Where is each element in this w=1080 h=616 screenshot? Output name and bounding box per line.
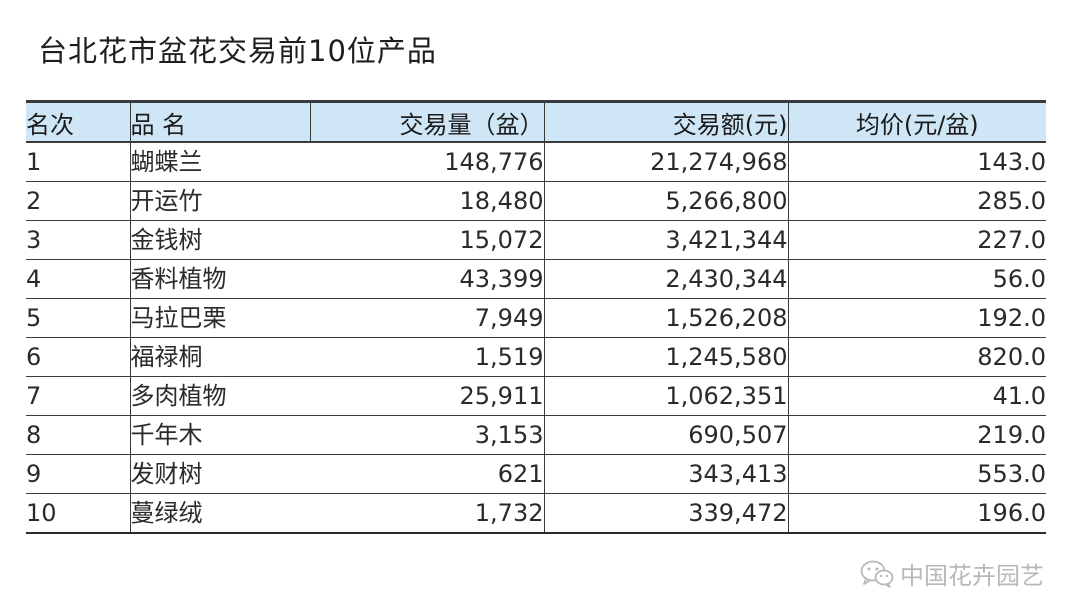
cell-rank: 2	[26, 181, 130, 221]
cell-amount: 339,472	[543, 493, 788, 534]
table-header-row: 名次 品 名 交易量（盆） 交易额(元) 均价(元/盆)	[26, 100, 1046, 143]
cell-name: 福禄桐	[129, 337, 310, 377]
cell-avg-price: 553.0	[787, 454, 1046, 494]
cell-volume: 43,399	[310, 259, 544, 299]
table-body: 1 蝴蝶兰 148,776 21,274,968 143.0 2 开运竹 18,…	[26, 142, 1046, 534]
table-row: 2 开运竹 18,480 5,266,800 285.0	[26, 181, 1046, 221]
cell-amount: 1,245,580	[543, 337, 788, 377]
table-row: 4 香料植物 43,399 2,430,344 56.0	[26, 259, 1046, 299]
cell-rank: 3	[26, 220, 130, 260]
cell-rank: 9	[26, 454, 130, 494]
table-row: 9 发财树 621 343,413 553.0	[26, 454, 1046, 494]
table-row: 10 蔓绿绒 1,732 339,472 196.0	[26, 493, 1046, 534]
header-amount: 交易额(元)	[543, 100, 788, 143]
cell-amount: 2,430,344	[543, 259, 788, 299]
cell-rank: 7	[26, 376, 130, 416]
table-row: 8 千年木 3,153 690,507 219.0	[26, 415, 1046, 455]
cell-volume: 148,776	[310, 142, 544, 182]
cell-amount: 21,274,968	[543, 142, 788, 182]
page-title: 台北花市盆花交易前10位产品	[38, 34, 437, 68]
cell-amount: 1,062,351	[543, 376, 788, 416]
cell-volume: 1,732	[310, 493, 544, 534]
header-name: 品 名	[129, 100, 310, 143]
cell-name: 马拉巴栗	[129, 298, 310, 338]
cell-rank: 10	[26, 493, 130, 534]
cell-amount: 690,507	[543, 415, 788, 455]
cell-volume: 3,153	[310, 415, 544, 455]
cell-volume: 1,519	[310, 337, 544, 377]
cell-amount: 1,526,208	[543, 298, 788, 338]
cell-name: 发财树	[129, 454, 310, 494]
cell-rank: 8	[26, 415, 130, 455]
cell-rank: 6	[26, 337, 130, 377]
table-row: 7 多肉植物 25,911 1,062,351 41.0	[26, 376, 1046, 416]
cell-avg-price: 41.0	[787, 376, 1046, 416]
cell-name: 金钱树	[129, 220, 310, 260]
table-row: 6 福禄桐 1,519 1,245,580 820.0	[26, 337, 1046, 377]
cell-name: 千年木	[129, 415, 310, 455]
trade-table: 名次 品 名 交易量（盆） 交易额(元) 均价(元/盆) 1 蝴蝶兰 148,7…	[26, 100, 1046, 534]
cell-name: 蔓绿绒	[129, 493, 310, 534]
cell-name: 开运竹	[129, 181, 310, 221]
cell-avg-price: 192.0	[787, 298, 1046, 338]
wechat-icon	[860, 560, 894, 588]
cell-volume: 621	[310, 454, 544, 494]
cell-avg-price: 219.0	[787, 415, 1046, 455]
cell-avg-price: 56.0	[787, 259, 1046, 299]
cell-amount: 343,413	[543, 454, 788, 494]
cell-amount: 3,421,344	[543, 220, 788, 260]
cell-avg-price: 227.0	[787, 220, 1046, 260]
header-avg-price: 均价(元/盆)	[787, 100, 1046, 143]
cell-rank: 5	[26, 298, 130, 338]
table-row: 3 金钱树 15,072 3,421,344 227.0	[26, 220, 1046, 260]
cell-name: 香料植物	[129, 259, 310, 299]
cell-rank: 1	[26, 142, 130, 182]
cell-volume: 18,480	[310, 181, 544, 221]
cell-avg-price: 820.0	[787, 337, 1046, 377]
cell-volume: 25,911	[310, 376, 544, 416]
cell-avg-price: 143.0	[787, 142, 1046, 182]
cell-volume: 15,072	[310, 220, 544, 260]
watermark: 中国花卉园艺	[860, 556, 1044, 591]
cell-avg-price: 196.0	[787, 493, 1046, 534]
cell-avg-price: 285.0	[787, 181, 1046, 221]
table-row: 5 马拉巴栗 7,949 1,526,208 192.0	[26, 298, 1046, 338]
cell-volume: 7,949	[310, 298, 544, 338]
cell-rank: 4	[26, 259, 130, 299]
cell-name: 多肉植物	[129, 376, 310, 416]
watermark-text: 中国花卉园艺	[900, 562, 1044, 590]
table-row: 1 蝴蝶兰 148,776 21,274,968 143.0	[26, 142, 1046, 182]
header-volume: 交易量（盆）	[309, 100, 544, 143]
header-rank: 名次	[26, 100, 130, 143]
cell-name: 蝴蝶兰	[129, 142, 310, 182]
cell-amount: 5,266,800	[543, 181, 788, 221]
